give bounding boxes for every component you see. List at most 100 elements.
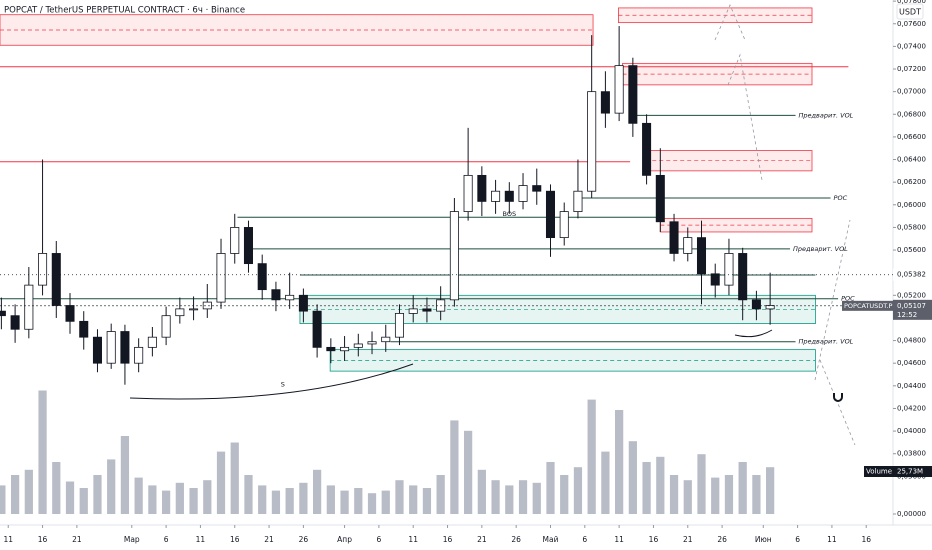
candle-body: [230, 227, 240, 254]
x-tick-label: 26: [717, 535, 727, 544]
candle-body: [38, 253, 48, 286]
volume-bar: [546, 462, 555, 514]
layer: [0, 7, 849, 372]
candle-body: [381, 336, 391, 343]
x-tick-label: 26: [511, 535, 521, 544]
x-tick-label: 6: [795, 535, 800, 544]
volume-bar: [436, 475, 445, 514]
x-tick-label: 16: [230, 535, 240, 544]
volume-bar: [601, 451, 610, 514]
volume-bar: [230, 442, 239, 514]
level-label: Предварит. VOL: [799, 338, 854, 346]
candle-body: [587, 91, 597, 192]
y-tick-label: 0,06400: [897, 156, 926, 164]
candle-body: [683, 237, 693, 254]
x-tick-label: 6: [164, 535, 169, 544]
volume-bar: [587, 399, 596, 514]
x-tick-label: 16: [38, 535, 48, 544]
candle-body: [436, 299, 446, 312]
x-tick-label: 26: [299, 535, 309, 544]
volume-bar: [107, 459, 116, 514]
volume-value: 25,73M: [897, 468, 923, 476]
volume-name-box: [864, 466, 893, 477]
candle-body: [696, 237, 707, 275]
candle-body: [463, 174, 473, 212]
candle-body: [271, 289, 281, 301]
candle-body: [175, 308, 185, 317]
symbol-box: [842, 300, 893, 311]
candle-body: [202, 301, 212, 310]
volume-bar: [161, 490, 171, 514]
annotation: S: [281, 381, 285, 389]
magnet-icon: [833, 393, 843, 402]
volume-bar: [381, 490, 390, 514]
y-tick-label: 0,07200: [897, 65, 926, 73]
volume-bar: [79, 488, 88, 514]
current-price-label: 0,05107: [897, 302, 926, 310]
volume-bar: [38, 390, 47, 514]
volume-bar: [134, 477, 143, 514]
candle-body: [285, 294, 295, 301]
projection: [714, 3, 856, 446]
volume-bar: [326, 485, 335, 514]
volume-tick-label: 0,00000: [897, 510, 926, 518]
x-tick-label: 21: [683, 535, 693, 544]
x-tick-label: 16: [861, 535, 871, 544]
current-price-box: [893, 299, 932, 320]
level-label: Предварит. VOL: [793, 245, 848, 253]
symbol-label: POPCATUSDT.P: [844, 302, 893, 310]
y-tick-label: 0,05200: [897, 291, 926, 299]
candle-body: [51, 253, 61, 306]
y-tick-label: 0,04600: [897, 359, 926, 367]
volume-bar: [216, 451, 226, 514]
currency[interactable]: USDT: [899, 8, 921, 17]
volume-bar: [683, 480, 692, 514]
candle-body: [147, 336, 157, 348]
x-tick-label: 21: [477, 535, 487, 544]
candle-body: [573, 190, 583, 212]
volume-bar: [518, 480, 528, 514]
volume-bar: [175, 482, 184, 514]
y-tick-label: 0,04800: [897, 337, 926, 345]
y-tick-label: 0,06800: [897, 110, 926, 118]
candle-body: [394, 313, 405, 338]
volume-bar: [422, 488, 432, 514]
candle-body: [504, 190, 514, 202]
volume-bar: [120, 436, 130, 514]
candle-body: [628, 65, 638, 124]
volume-bar: [738, 462, 747, 514]
currency-box[interactable]: [896, 3, 924, 20]
chart-title: POPCAT / TetherUS PERPETUAL CONTRACT · 6…: [4, 6, 245, 16]
s-curve: [129, 363, 414, 400]
candle-body: [340, 346, 350, 352]
volume-bar: [312, 469, 322, 514]
volume-bar: [244, 475, 253, 514]
y-tick-label: 0,07000: [897, 88, 926, 96]
candle-body: [65, 305, 75, 322]
level-label: Предварит. VOL: [799, 111, 854, 119]
y-tick-label: 0,07800: [897, 0, 926, 5]
volume-bar: [0, 485, 6, 514]
x-tick-label: 6: [376, 535, 381, 544]
volume-bar: [271, 490, 281, 514]
candle-body: [491, 190, 501, 202]
x-tick-label: 21: [72, 535, 82, 544]
volume-bar: [203, 480, 212, 514]
x-tick-label: Апр: [337, 535, 352, 544]
candle-body: [134, 346, 144, 364]
x-tick-label: 11: [827, 535, 837, 544]
candle-body: [408, 308, 418, 314]
candle-body: [710, 273, 720, 286]
volume-bar: [642, 462, 651, 514]
x-tick-label: 11: [3, 535, 13, 544]
x-tick-label: 11: [408, 535, 418, 544]
y-tick-label: 0,06000: [897, 201, 926, 209]
candle-body: [0, 310, 6, 317]
volume-bar: [560, 475, 569, 514]
volume-bar: [505, 485, 514, 514]
candle-body: [367, 341, 377, 345]
volume-bar: [491, 480, 500, 514]
volume-bar: [532, 482, 541, 514]
volume-bar: [752, 475, 761, 514]
